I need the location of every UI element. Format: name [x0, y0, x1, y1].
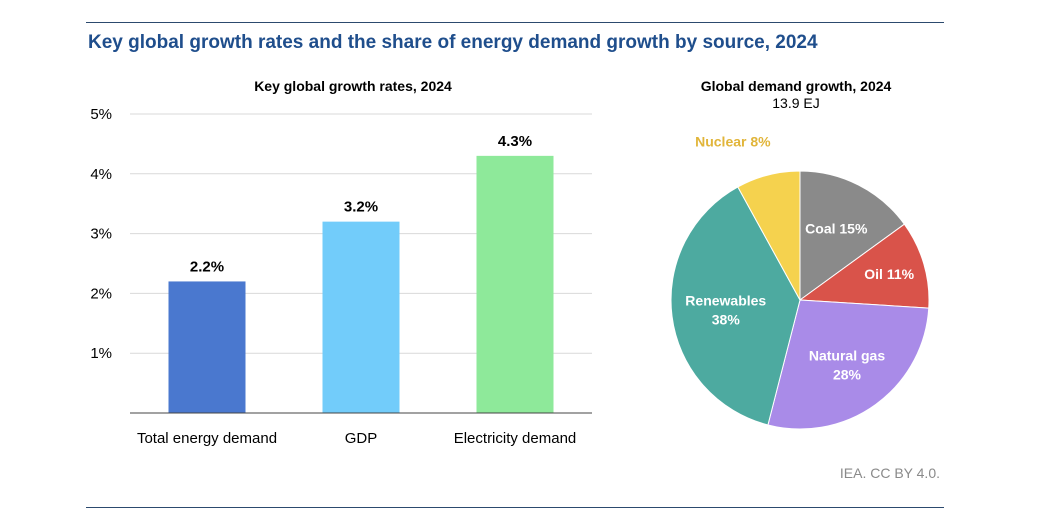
pie-slice — [799, 170, 906, 301]
bar-y-tick-label: 5% — [90, 106, 112, 123]
pie-slices — [670, 170, 930, 430]
bar-data-label: 2.2% — [190, 258, 224, 275]
bar-data-label: 4.3% — [498, 133, 532, 150]
bar-chart-title: Key global growth rates, 2024 — [254, 78, 452, 94]
bar-y-tick-label: 1% — [90, 345, 112, 362]
bar-y-tick-labels: 1% 2% 3% 4% 5% — [90, 106, 112, 362]
top-rule — [86, 22, 944, 23]
bar-chart: Key global growth rates, 2024 1% 2% 3% 4% 5%… — [90, 78, 592, 447]
bar-y-tick-label: 2% — [90, 285, 112, 302]
pie-slice-label: Renewables 38% — [685, 292, 766, 327]
bar — [322, 221, 400, 413]
pie-chart-subtitle: 13.9 EJ — [772, 95, 819, 111]
bar-y-tick-label: 4% — [90, 166, 112, 183]
pie-slice — [798, 223, 930, 309]
bar-data-label: 3.2% — [344, 199, 378, 216]
pie-slice-label: Nuclear 8% — [695, 134, 771, 150]
bar-x-tick-label: Electricity demand — [454, 430, 577, 447]
pie-chart: Global demand growth, 2024 13.9 EJ Coal … — [670, 78, 930, 430]
bar-x-tick-label: GDP — [345, 430, 378, 447]
bar — [168, 281, 246, 413]
pie-slice-label: Coal 15% — [805, 221, 868, 237]
bar-y-tick-label: 3% — [90, 226, 112, 243]
pie-slice-labels: Coal 15% Oil 11% Natural gas 28% Renewables 3… — [685, 134, 914, 383]
bar-x-tick-label: Total energy demand — [137, 430, 277, 447]
bottom-rule — [86, 507, 944, 508]
bar-x-tick-labels: Total energy demand GDP Electricity demand — [137, 430, 576, 447]
source-credit: IEA. CC BY 4.0. — [839, 465, 940, 481]
pie-slice-label: Oil 11% — [864, 266, 914, 282]
pie-slice — [737, 170, 801, 301]
bar — [476, 155, 554, 414]
figure-title: Key global growth rates and the share of… — [88, 32, 818, 53]
bar-series — [168, 155, 554, 414]
pie-slice — [767, 299, 930, 430]
pie-chart-title: Global demand growth, 2024 — [701, 78, 892, 94]
bar-data-labels: 2.2% 3.2% 4.3% — [190, 133, 532, 276]
pie-slice-label: Natural gas 28% — [809, 348, 885, 383]
pie-slice — [670, 186, 801, 426]
